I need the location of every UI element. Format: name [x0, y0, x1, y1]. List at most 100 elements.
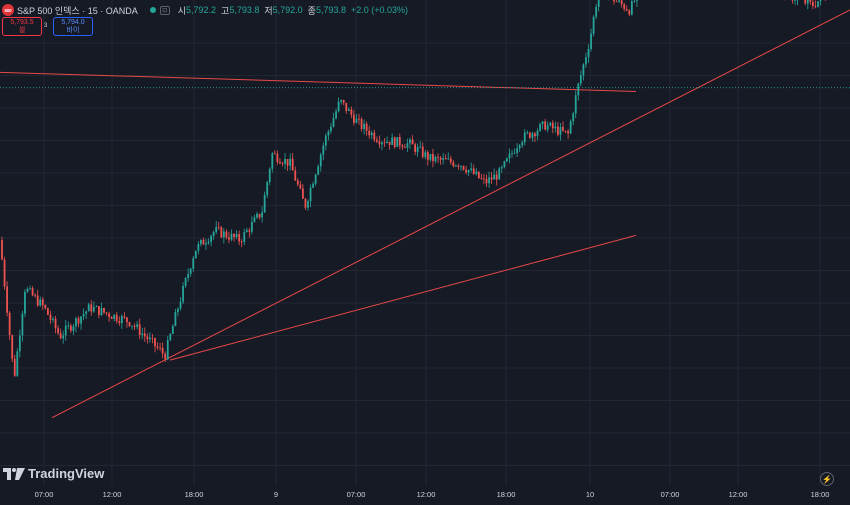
candle-body [18, 335, 21, 352]
candle-body [628, 10, 631, 15]
candle-body [238, 234, 241, 242]
candle-body [592, 16, 595, 34]
candle-body [574, 95, 577, 114]
low-value: 5,792.0 [272, 5, 303, 15]
candle-body [284, 159, 286, 164]
candle-body [404, 147, 406, 148]
candle-body [360, 118, 363, 130]
candle-body [633, 0, 636, 2]
x-tick-label: 18:00 [184, 490, 204, 499]
high-label: 고 [221, 5, 230, 16]
candle-body [177, 308, 179, 313]
candle-body [205, 243, 207, 245]
candle-body [551, 122, 554, 129]
candle-body [587, 49, 590, 58]
candle-body [814, 5, 817, 7]
candle-body [143, 333, 146, 337]
candle-body [251, 221, 253, 232]
candle-body [276, 153, 279, 163]
candle-body [212, 231, 215, 236]
candle-body [113, 314, 116, 319]
candle-body [103, 307, 105, 313]
chart-grid [0, 0, 850, 485]
candle-body [309, 187, 312, 202]
candle-body [54, 318, 57, 329]
candle-body [302, 188, 304, 199]
candle-body [156, 346, 159, 348]
candle-body [477, 171, 480, 179]
low-label: 저 [264, 5, 273, 16]
candle-body [184, 278, 187, 286]
x-tick-label: 07:00 [346, 490, 366, 499]
candle-body [258, 213, 261, 218]
candle-body [3, 259, 6, 287]
candle-body [470, 168, 473, 170]
candle-body [49, 314, 52, 320]
brand-name: TradingView [28, 466, 105, 481]
candle-body [319, 154, 322, 167]
candle-body [518, 145, 521, 149]
sell-button[interactable]: 5,793.5 셀 [2, 17, 42, 36]
trendline [0, 71, 637, 93]
candle-body [233, 233, 235, 238]
x-tick-label: 18:00 [496, 490, 516, 499]
candle-body [105, 312, 108, 314]
candle-body [110, 317, 113, 319]
candle-body [595, 6, 598, 17]
candle-body [26, 288, 29, 292]
candle-body [452, 162, 455, 167]
candle-body [396, 136, 399, 147]
tradingview-brand[interactable]: TradingView [3, 466, 104, 481]
sp500-logo-icon[interactable]: 500 [2, 4, 14, 16]
candle-body [455, 165, 457, 167]
candle-body [6, 286, 8, 313]
candle-body [240, 241, 243, 243]
buy-button[interactable]: 5,794.0 바이 [53, 17, 93, 36]
candle-body [100, 307, 103, 315]
candle-body [393, 137, 396, 147]
candle-body [171, 326, 174, 334]
candle-body [449, 158, 452, 163]
candle-body [577, 83, 580, 96]
candle-body [118, 321, 121, 324]
candle-body [503, 161, 506, 168]
candle-body [324, 135, 327, 146]
symbol-legend: 500 S&P 500 인덱스 · 15 · OANDA ⊡ 시 5,792.2 … [2, 3, 408, 17]
market-status-icon[interactable] [149, 7, 156, 13]
candle-body [75, 318, 77, 327]
candle-body [630, 1, 633, 15]
candle-body [281, 163, 284, 165]
candle-body [353, 114, 355, 123]
candle-body [248, 230, 251, 232]
candle-body [636, 0, 638, 1]
candle-body [582, 64, 585, 76]
candle-body [166, 339, 169, 360]
candle-body [85, 311, 88, 314]
candle-body [388, 141, 391, 145]
eye-toggle-icon[interactable]: ⊡ [159, 5, 170, 15]
candle-body [34, 295, 37, 297]
candle-body [314, 174, 317, 184]
candle-body [613, 0, 615, 2]
trendline [51, 9, 850, 419]
candle-body [187, 273, 190, 279]
candle-body [253, 217, 256, 222]
candle-body [210, 235, 212, 242]
candle-body [794, 0, 796, 2]
candle-body [24, 291, 26, 314]
candles [1, 0, 827, 377]
lightning-icon[interactable]: ⚡ [820, 472, 834, 486]
candle-body [13, 358, 16, 376]
candle-body [279, 162, 281, 164]
candle-body [8, 312, 11, 336]
candle-body [559, 127, 562, 135]
candle-body [182, 285, 184, 302]
candle-body [569, 121, 572, 134]
candle-body [317, 166, 320, 175]
high-value: 5,793.8 [229, 5, 260, 15]
candle-body [108, 313, 110, 318]
symbol-title[interactable]: S&P 500 인덱스 · 15 · OANDA [17, 5, 138, 16]
candle-body [434, 156, 437, 162]
candle-body [386, 141, 388, 143]
